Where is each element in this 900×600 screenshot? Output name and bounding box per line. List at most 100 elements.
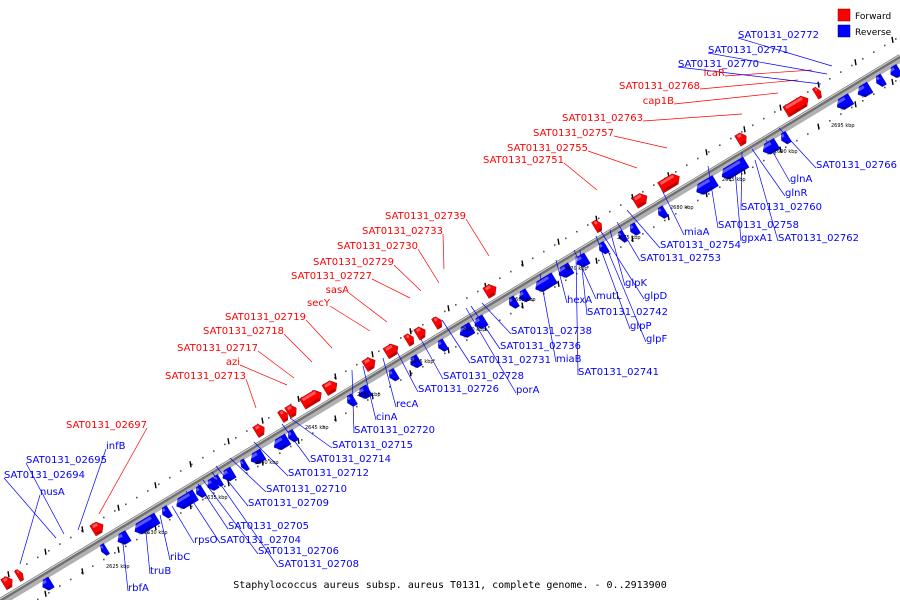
gene-label[interactable]: SAT0131_02751	[483, 155, 564, 166]
reverse-gene[interactable]	[616, 230, 628, 243]
gene-label[interactable]: SAT0131_02754	[660, 240, 741, 251]
gene-label[interactable]: SAT0131_02731	[470, 355, 551, 366]
gene-label[interactable]: glpP	[630, 321, 652, 332]
forward-gene[interactable]	[403, 332, 416, 347]
gene-label[interactable]: glpF	[646, 334, 667, 345]
reverse-gene[interactable]	[888, 64, 900, 79]
gene-label[interactable]: SAT0131_02758	[718, 220, 799, 231]
gene-label[interactable]: cinA	[376, 412, 398, 423]
gene-label[interactable]: SAT0131_02712	[288, 468, 369, 479]
reverse-gene[interactable]	[193, 484, 207, 499]
reverse-gene[interactable]	[574, 252, 591, 269]
forward-gene[interactable]	[657, 171, 682, 194]
reverse-gene[interactable]	[271, 433, 292, 453]
reverse-gene[interactable]	[778, 131, 792, 145]
reverse-gene[interactable]	[115, 530, 132, 546]
gene-label[interactable]: SAT0131_02717	[177, 343, 258, 354]
reverse-gene[interactable]	[719, 156, 750, 182]
gene-label[interactable]: SAT0131_02729	[313, 257, 394, 268]
gene-label[interactable]: recA	[396, 399, 419, 410]
gene-label[interactable]: SAT0131_02718	[203, 326, 284, 337]
gene-label[interactable]: miaA	[684, 227, 710, 238]
reverse-gene[interactable]	[457, 322, 476, 341]
gene-label[interactable]: SAT0131_02697	[66, 420, 147, 431]
reverse-gene[interactable]	[238, 458, 250, 472]
gene-label[interactable]: SAT0131_02760	[741, 202, 822, 213]
gene-label[interactable]: cap1B	[643, 96, 674, 107]
gene-label[interactable]: SAT0131_02713	[165, 371, 246, 382]
gene-label[interactable]: SAT0131_02766	[816, 160, 897, 171]
gene-label[interactable]: sasA	[326, 285, 350, 296]
reverse-gene[interactable]	[248, 448, 267, 467]
reverse-gene[interactable]	[472, 314, 489, 331]
gene-label[interactable]: mutL	[596, 291, 622, 302]
gene-label[interactable]: SAT0131_02706	[258, 546, 339, 557]
forward-gene[interactable]	[734, 131, 750, 147]
forward-gene[interactable]	[382, 341, 401, 360]
gene-label[interactable]: SAT0131_02739	[385, 211, 466, 222]
reverse-gene[interactable]	[212, 474, 224, 488]
gene-label[interactable]: hexA	[567, 295, 592, 306]
gene-label[interactable]: SAT0131_02770	[678, 59, 759, 70]
gene-label[interactable]: nusA	[40, 487, 65, 498]
reverse-gene[interactable]	[344, 393, 358, 408]
gene-label[interactable]: SAT0131_02719	[225, 312, 306, 323]
gene-label[interactable]: SAT0131_02710	[266, 484, 347, 495]
gene-label[interactable]: ribC	[170, 552, 190, 563]
gene-label[interactable]: icaR	[704, 68, 725, 79]
gene-label[interactable]: SAT0131_02738	[511, 326, 592, 337]
reverse-gene[interactable]	[556, 262, 575, 281]
forward-gene[interactable]	[14, 568, 25, 582]
reverse-gene[interactable]	[855, 81, 874, 100]
reverse-gene[interactable]	[834, 93, 855, 113]
gene-label[interactable]: SAT0131_02768	[619, 81, 700, 92]
gene-label[interactable]: SAT0131_02736	[500, 341, 581, 352]
forward-gene[interactable]	[252, 422, 268, 438]
reverse-gene[interactable]	[435, 338, 449, 353]
gene-label[interactable]: SAT0131_02742	[587, 307, 668, 318]
forward-gene[interactable]	[413, 325, 429, 341]
reverse-gene[interactable]	[159, 505, 173, 519]
gene-label[interactable]: SAT0131_02741	[578, 367, 659, 378]
gene-label[interactable]: SAT0131_02695	[26, 455, 107, 466]
forward-gene[interactable]	[812, 86, 823, 100]
forward-gene[interactable]	[89, 520, 106, 537]
gene-label[interactable]: SAT0131_02730	[337, 241, 418, 252]
gene-label[interactable]: rbfA	[128, 583, 149, 594]
gene-label[interactable]: SAT0131_02705	[228, 521, 309, 532]
forward-gene[interactable]	[591, 218, 604, 234]
gene-label[interactable]: SAT0131_02728	[443, 371, 524, 382]
gene-label[interactable]: SAT0131_02715	[332, 440, 413, 451]
gene-label[interactable]: SAT0131_02733	[362, 226, 443, 237]
gene-label[interactable]: azi	[226, 357, 240, 368]
gene-label[interactable]: glnA	[790, 174, 812, 185]
gene-label[interactable]: porA	[516, 385, 540, 396]
reverse-gene[interactable]	[173, 489, 199, 512]
gene-label[interactable]: SAT0131_02753	[640, 253, 721, 264]
gene-label[interactable]: glnR	[785, 188, 807, 199]
reverse-gene[interactable]	[517, 288, 532, 304]
gene-label[interactable]: rpsO	[194, 535, 218, 546]
gene-label[interactable]: SAT0131_02726	[418, 384, 499, 395]
forward-gene[interactable]	[321, 378, 340, 396]
gene-label[interactable]: SAT0131_02757	[533, 128, 614, 139]
reverse-gene[interactable]	[655, 205, 669, 220]
gene-label[interactable]: secY	[307, 298, 331, 309]
gene-label[interactable]: SAT0131_02763	[562, 113, 643, 124]
gene-label[interactable]: miaB	[556, 354, 582, 365]
gene-label[interactable]: SAT0131_02727	[291, 271, 372, 282]
forward-gene[interactable]	[482, 282, 499, 299]
reverse-gene[interactable]	[760, 138, 781, 157]
forward-gene[interactable]	[277, 408, 290, 423]
gene-label[interactable]: SAT0131_02709	[248, 498, 329, 509]
reverse-gene[interactable]	[220, 466, 237, 483]
reverse-gene[interactable]	[356, 384, 373, 401]
reverse-gene[interactable]	[40, 576, 55, 592]
reverse-gene[interactable]	[532, 272, 558, 295]
gene-label[interactable]: SAT0131_02714	[310, 454, 391, 465]
reverse-gene[interactable]	[627, 222, 641, 237]
gene-label[interactable]: infB	[106, 441, 126, 452]
gene-label[interactable]: glpK	[625, 278, 647, 289]
reverse-gene[interactable]	[596, 241, 610, 255]
gene-label[interactable]: truB	[150, 566, 171, 577]
